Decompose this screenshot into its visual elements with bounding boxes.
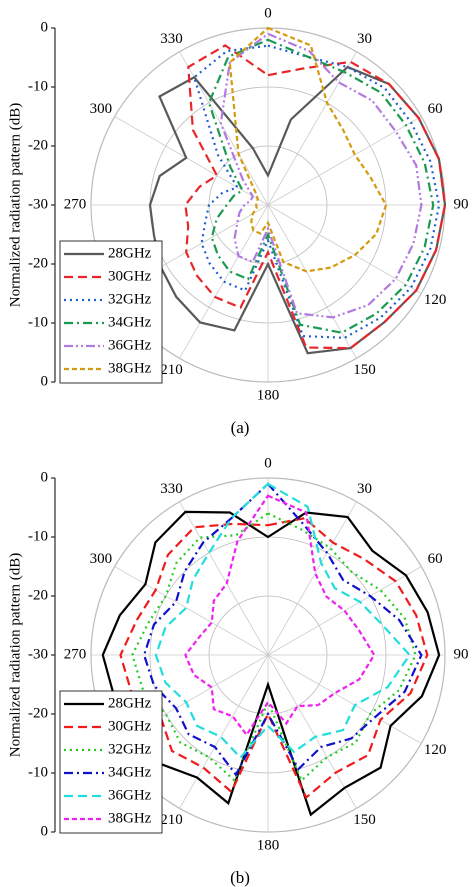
theta-tick-label: 270 <box>64 196 87 212</box>
grid-spoke <box>267 654 422 744</box>
theta-tick-label: 270 <box>64 646 87 662</box>
theta-tick-label: 330 <box>160 31 183 47</box>
legend-label: 38GHz <box>108 360 152 376</box>
legend-box <box>59 240 163 384</box>
theta-tick-label: 180 <box>257 387 280 403</box>
theta-tick-label: 150 <box>353 812 376 828</box>
grid-spoke <box>267 654 357 809</box>
legend-label: 30GHz <box>108 718 152 734</box>
theta-tick-label: 90 <box>454 646 469 662</box>
theta-tick-label: 90 <box>454 196 469 212</box>
grid-spoke <box>179 501 269 656</box>
series-line <box>184 44 447 350</box>
theta-tick-label: 0 <box>264 5 272 21</box>
theta-tick-label: 60 <box>428 101 443 117</box>
y-tick-label: -30 <box>28 646 48 662</box>
legend-label: 34GHz <box>108 764 152 780</box>
y-tick-label: 0 <box>41 19 49 35</box>
legend-label: 34GHz <box>108 314 152 330</box>
theta-tick-label: 30 <box>357 31 372 47</box>
legend-label: 30GHz <box>108 268 152 284</box>
theta-tick-label: 60 <box>428 551 443 567</box>
series-line <box>192 44 441 339</box>
grid-spoke <box>114 566 269 656</box>
theta-tick-label: 120 <box>424 292 447 308</box>
theta-tick-label: 150 <box>353 362 376 378</box>
y-tick-label: 0 <box>41 823 49 839</box>
grid-spoke <box>267 51 357 206</box>
series-line <box>131 512 417 783</box>
y-tick-label: 0 <box>41 469 49 485</box>
theta-tick-label: 30 <box>357 481 372 497</box>
series-line <box>154 482 411 760</box>
legend-label: 28GHz <box>108 245 152 261</box>
y-axis-title: Normalized radiation pattern (dB) <box>7 553 23 758</box>
series-line <box>101 510 441 817</box>
legend-label: 36GHz <box>108 337 152 353</box>
y-tick-label: -20 <box>28 255 48 271</box>
series-line <box>148 65 447 355</box>
legend-label: 38GHz <box>108 810 152 826</box>
legend-label: 32GHz <box>108 291 152 307</box>
series-line <box>207 38 435 334</box>
series-line <box>119 517 429 800</box>
grid-spoke <box>267 116 422 206</box>
series-line <box>219 32 423 319</box>
y-axis-title: Normalized radiation pattern (dB) <box>7 103 23 308</box>
y-tick-label: -10 <box>28 78 48 94</box>
theta-tick-label: 120 <box>424 742 447 758</box>
theta-tick-label: 210 <box>160 362 183 378</box>
caption: (b) <box>230 868 250 887</box>
series-line <box>142 482 423 777</box>
caption: (a) <box>231 418 250 437</box>
grid-spoke <box>179 654 269 809</box>
legend-box <box>59 690 163 834</box>
series-line <box>184 494 376 737</box>
y-tick-label: 0 <box>41 373 49 389</box>
legend-label: 28GHz <box>108 695 152 711</box>
y-tick-label: -10 <box>28 764 48 780</box>
grid-spoke <box>179 204 269 359</box>
theta-tick-label: 210 <box>160 812 183 828</box>
y-tick-label: -10 <box>28 314 48 330</box>
legend-label: 36GHz <box>108 787 152 803</box>
y-tick-label: -10 <box>28 528 48 544</box>
theta-tick-label: 330 <box>160 481 183 497</box>
y-tick-label: -20 <box>28 137 48 153</box>
grid-spoke <box>267 501 357 656</box>
grid-spoke <box>267 204 422 294</box>
grid-spoke <box>267 204 357 359</box>
legend-label: 32GHz <box>108 741 152 757</box>
theta-tick-label: 300 <box>90 551 113 567</box>
y-tick-label: -20 <box>28 705 48 721</box>
theta-tick-label: 180 <box>257 837 280 853</box>
grid-spoke <box>114 116 269 206</box>
theta-tick-label: 0 <box>264 455 272 471</box>
y-tick-label: -20 <box>28 587 48 603</box>
theta-tick-label: 300 <box>90 101 113 117</box>
y-tick-label: -30 <box>28 196 48 212</box>
series-line <box>228 26 388 273</box>
